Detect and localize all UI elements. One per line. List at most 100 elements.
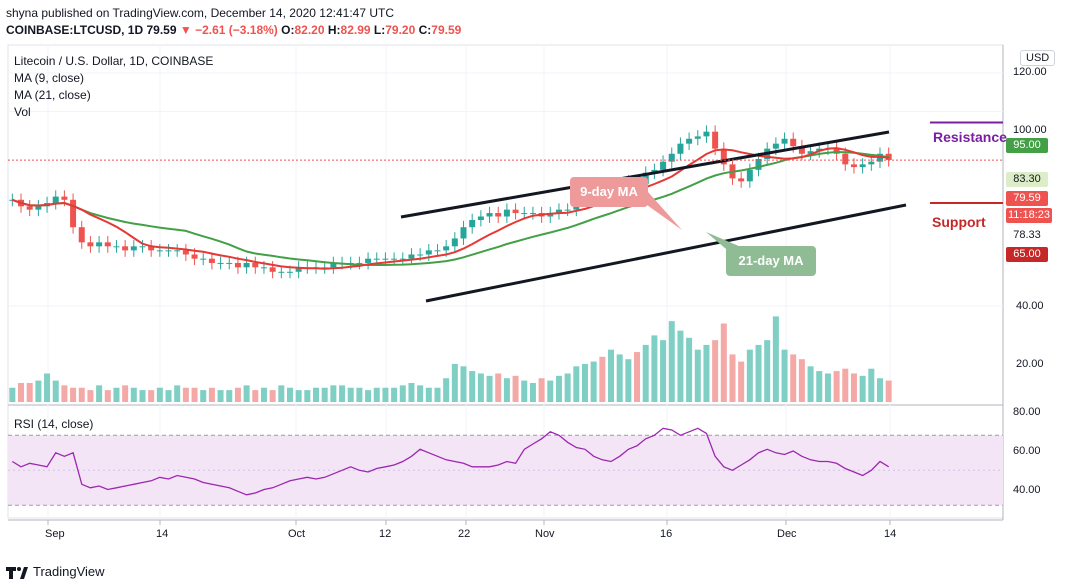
volume-bar xyxy=(234,387,241,402)
volume-bar xyxy=(660,340,667,402)
symbol-label[interactable]: COINBASE:LTCUSD, 1D xyxy=(6,23,144,37)
time-label: 14 xyxy=(156,528,169,540)
candle-body xyxy=(200,258,207,260)
volume-bar xyxy=(243,385,250,402)
countdown-badge: 11:18:23 xyxy=(1006,208,1052,223)
volume-bar xyxy=(538,378,545,402)
volume-bar xyxy=(876,378,883,402)
candle-body xyxy=(295,267,302,272)
candle-body xyxy=(451,238,458,247)
candle-body xyxy=(226,262,233,264)
channel-lower-line xyxy=(425,203,907,303)
volume-bar xyxy=(96,385,103,402)
candle-body xyxy=(651,169,658,173)
ma9-legend[interactable]: MA (9, close) xyxy=(14,71,85,85)
high-label: H: xyxy=(327,23,341,37)
volume-bar xyxy=(651,335,658,402)
volume-bar xyxy=(399,385,406,402)
volume-bar xyxy=(18,382,25,402)
volume-bar xyxy=(573,366,580,402)
high-value: 82.99 xyxy=(340,23,371,37)
currency-button[interactable]: USD xyxy=(1020,50,1056,66)
candle-body xyxy=(781,138,788,144)
candle-body xyxy=(798,146,805,154)
candle-body xyxy=(217,262,224,264)
price-tick: 100.00 xyxy=(1013,124,1047,136)
volume-bar xyxy=(52,380,59,402)
candle-body xyxy=(373,258,380,260)
volume-bar xyxy=(599,356,606,402)
volume-bar xyxy=(850,373,857,402)
resistance-price-badge: 95.00 xyxy=(1006,138,1048,153)
volume-bar xyxy=(44,373,51,402)
time-label: 16 xyxy=(660,528,673,540)
volume-bar xyxy=(746,349,753,402)
candle-body xyxy=(35,206,42,210)
tradingview-logo[interactable]: TradingView xyxy=(6,564,105,579)
candle-body xyxy=(686,138,693,144)
volume-bar xyxy=(503,378,510,402)
time-label: Sep xyxy=(45,528,65,540)
ma9-callout: 9-day MA xyxy=(570,177,648,207)
candle-body xyxy=(529,213,536,215)
volume-bar xyxy=(425,387,432,402)
volume-bar xyxy=(304,390,311,402)
volume-bar xyxy=(182,387,189,402)
volume-bar xyxy=(781,349,788,402)
volume-bar xyxy=(772,316,779,402)
volume-bar xyxy=(529,382,536,402)
publish-line: shyna published on TradingView.com, Dece… xyxy=(6,6,395,20)
rsi-legend[interactable]: RSI (14, close) xyxy=(14,417,94,431)
candle-body xyxy=(859,164,866,168)
candle-body xyxy=(469,220,476,228)
candle-body xyxy=(26,206,33,210)
candle-body xyxy=(269,267,276,272)
open-value: 82.20 xyxy=(294,23,325,37)
ohlc-line: COINBASE:LTCUSD, 1D 79.59 ▼ −2.61 (−3.18… xyxy=(6,23,461,37)
candle-body xyxy=(61,196,68,200)
volume-bar xyxy=(122,385,129,402)
volume-bar xyxy=(720,323,727,402)
candle-body xyxy=(460,227,467,239)
candle-body xyxy=(399,258,406,260)
volume-bar xyxy=(521,380,528,402)
volume-bar xyxy=(104,390,111,402)
volume-bar xyxy=(824,373,831,402)
volume-bar xyxy=(686,337,693,402)
candle-body xyxy=(703,131,710,137)
price-tick: 20.00 xyxy=(1016,358,1044,370)
volume-bar xyxy=(833,371,840,402)
candle-body xyxy=(122,246,129,251)
candle-body xyxy=(755,158,762,170)
channel-upper-line xyxy=(400,130,890,219)
candle-body xyxy=(78,227,85,243)
candle-body xyxy=(87,242,94,247)
low-label: L: xyxy=(373,23,386,37)
volume-bar xyxy=(9,387,16,402)
volume-bar xyxy=(451,363,458,402)
candle-body xyxy=(278,271,285,273)
candle-body xyxy=(365,258,372,263)
candle-body xyxy=(130,246,137,251)
time-label: 14 xyxy=(884,528,897,540)
last-price: 79.59 xyxy=(146,23,177,37)
candle-body xyxy=(391,258,398,260)
rsi-tick: 80.00 xyxy=(1013,406,1041,418)
volume-bar xyxy=(642,344,649,402)
candle-body xyxy=(555,209,562,214)
volume-bar xyxy=(148,390,155,402)
time-label: Oct xyxy=(288,528,306,540)
volume-bar xyxy=(460,366,467,402)
candle-body xyxy=(286,271,293,273)
volume-bar xyxy=(555,375,562,402)
candle-body xyxy=(174,250,181,252)
volume-bar xyxy=(408,382,415,402)
ma21-legend[interactable]: MA (21, close) xyxy=(14,88,91,102)
volume-bar xyxy=(339,385,346,402)
candle-body xyxy=(564,209,571,211)
time-label: Dec xyxy=(777,528,797,540)
volume-bar xyxy=(625,359,632,402)
volume-legend[interactable]: Vol xyxy=(14,105,31,119)
volume-bar xyxy=(217,390,224,402)
